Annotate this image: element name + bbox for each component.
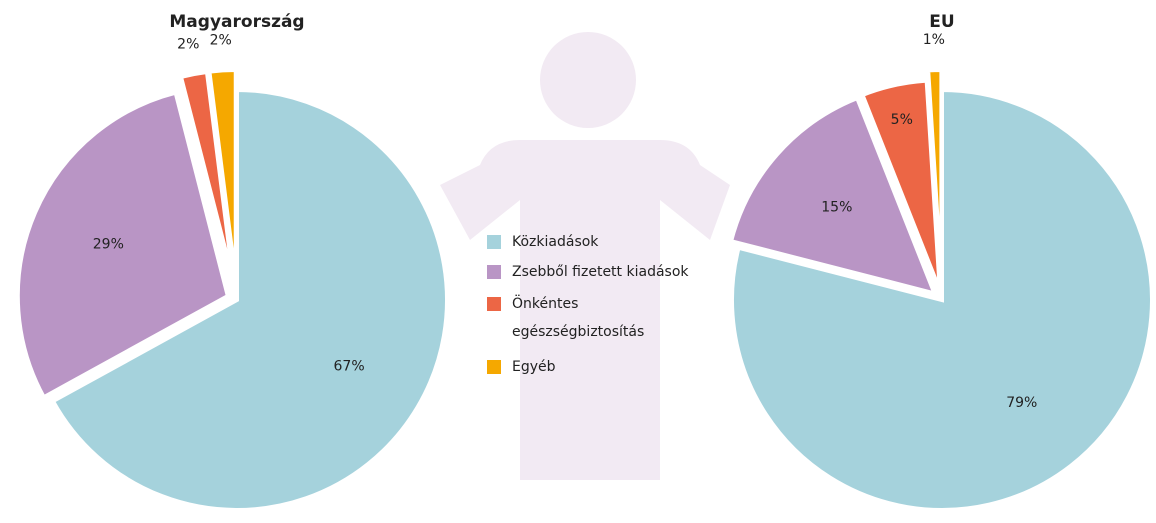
legend-label: Egyéb: [512, 359, 556, 375]
data-label: 2%: [210, 33, 232, 49]
chart-title: EU: [929, 12, 954, 32]
legend-label: Zsebből fizetett kiadások: [512, 264, 689, 280]
legend-line: Önkéntes: [512, 294, 578, 312]
pie-slice: [178, 69, 236, 281]
legend: Közkiadások Zsebből fizetett kiadások Önké…: [487, 234, 689, 375]
legend-swatch: [487, 265, 501, 279]
silhouette: [440, 32, 730, 480]
legend-swatch: [487, 360, 501, 374]
data-label: 79%: [1006, 395, 1037, 411]
pie-slice: [728, 95, 938, 297]
legend-swatch: [487, 235, 501, 249]
data-label: 5%: [891, 112, 913, 128]
chart-title: Magyarország: [169, 12, 304, 32]
legend-label: Közkiadások: [512, 234, 599, 250]
data-label: 1%: [923, 32, 945, 48]
pie-slice: [207, 68, 238, 281]
data-label: 15%: [821, 199, 852, 215]
legend-swatch: [487, 297, 501, 311]
pie-slice: [50, 87, 449, 512]
pie-slice: [859, 78, 942, 291]
legend-line: egészségbiztosítás: [512, 324, 644, 340]
data-label: 29%: [93, 236, 124, 252]
pie-slice: [730, 87, 1154, 512]
pie-slice: [926, 68, 944, 281]
data-label: 2%: [177, 37, 199, 53]
legend-label: Önkéntes egészségbiztosítás: [512, 294, 644, 340]
data-label: 67%: [334, 358, 365, 374]
pie-slice: [15, 90, 231, 400]
